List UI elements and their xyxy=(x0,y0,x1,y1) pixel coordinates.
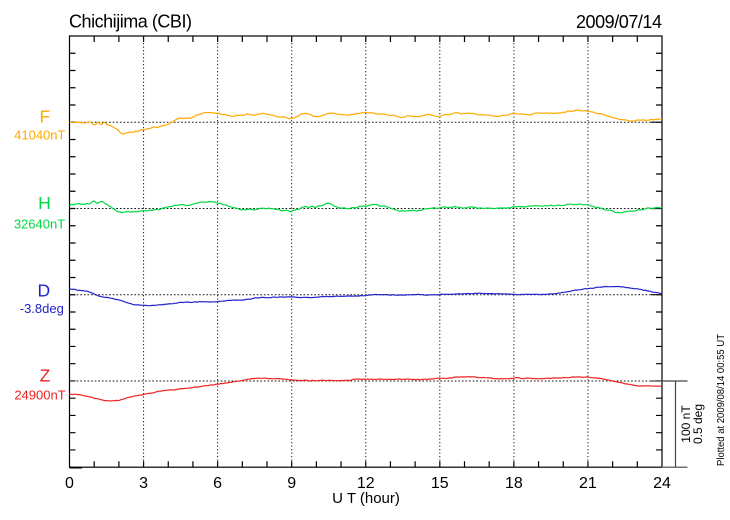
svg-text:H: H xyxy=(38,193,51,213)
svg-text:24900nT: 24900nT xyxy=(14,388,65,403)
svg-text:U T (hour): U T (hour) xyxy=(332,490,400,507)
svg-text:-3.8deg: -3.8deg xyxy=(20,301,64,316)
svg-text:21: 21 xyxy=(579,475,597,492)
svg-text:Z: Z xyxy=(40,365,51,385)
svg-text:6: 6 xyxy=(213,475,222,492)
svg-text:12: 12 xyxy=(357,475,375,492)
svg-text:D: D xyxy=(37,281,50,301)
svg-text:Plotted at 2009/08/14 00:55 UT: Plotted at 2009/08/14 00:55 UT xyxy=(716,334,727,466)
svg-text:Chichijima (CBI): Chichijima (CBI) xyxy=(69,11,192,31)
svg-text:15: 15 xyxy=(431,475,449,492)
svg-text:32640nT: 32640nT xyxy=(14,216,65,231)
svg-text:2009/07/14: 2009/07/14 xyxy=(576,12,662,32)
svg-text:41040nT: 41040nT xyxy=(14,128,65,143)
svg-text:100 nT0.5 deg: 100 nT0.5 deg xyxy=(679,404,705,444)
svg-text:18: 18 xyxy=(505,475,523,492)
svg-text:3: 3 xyxy=(139,475,148,492)
svg-text:24: 24 xyxy=(653,475,671,492)
svg-text:9: 9 xyxy=(287,475,296,492)
svg-text:F: F xyxy=(39,107,50,127)
svg-text:0: 0 xyxy=(65,475,74,492)
